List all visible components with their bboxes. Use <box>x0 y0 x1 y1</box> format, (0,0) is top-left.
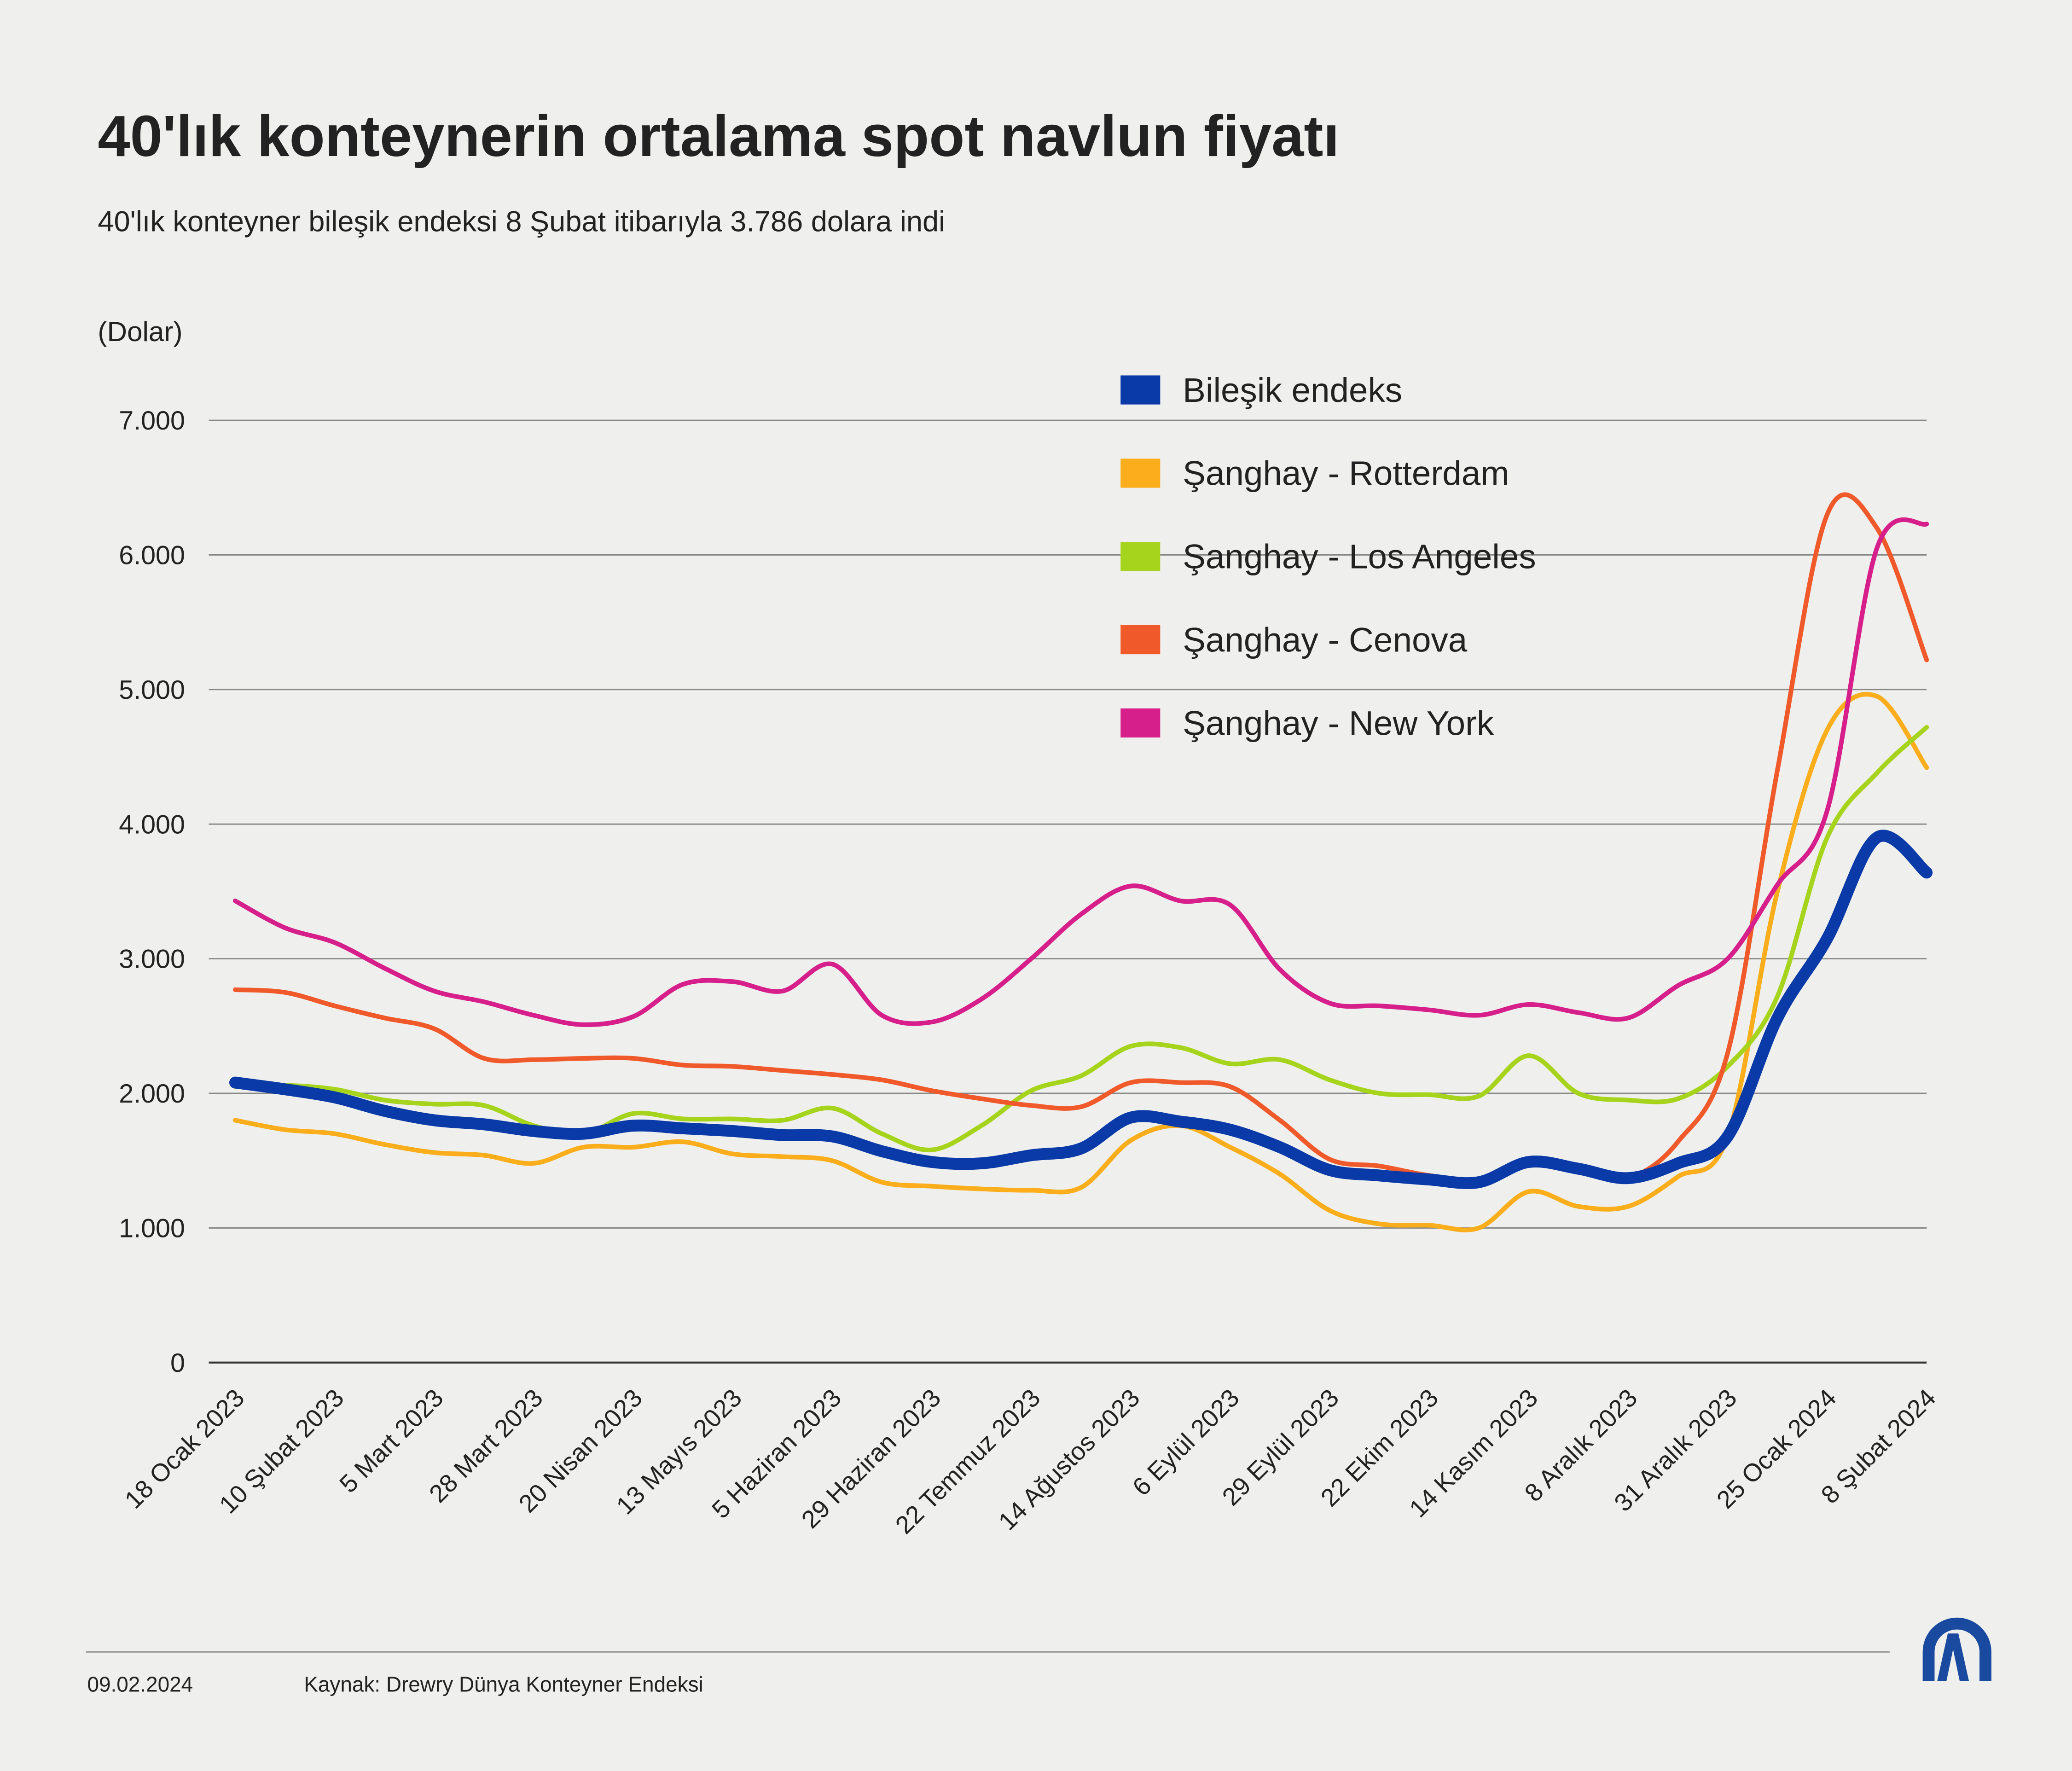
legend-label: Şanghay - New York <box>1183 703 1494 742</box>
series-line <box>232 517 1929 1027</box>
legend-label: Şanghay - Cenova <box>1183 620 1468 659</box>
y-tick-label: 1.000 <box>119 1214 185 1243</box>
y-axis-label: (Dolar) <box>98 316 182 347</box>
y-tick-label: 6.000 <box>119 541 185 570</box>
legend-label: Şanghay - Rotterdam <box>1183 454 1509 493</box>
legend-swatch <box>1120 708 1161 737</box>
legend-swatch <box>1120 542 1161 571</box>
series-line <box>232 492 1929 1183</box>
chart-subtitle: 40'lık konteyner bileşik endeksi 8 Şubat… <box>98 206 945 238</box>
logo <box>1922 1617 1991 1681</box>
series-line <box>229 830 1933 1189</box>
y-tick-label: 2.000 <box>119 1079 185 1109</box>
legend-label: Şanghay - Los Angeles <box>1183 537 1536 576</box>
y-tick-label: 0 <box>170 1348 185 1378</box>
y-tick-label: 5.000 <box>119 675 185 705</box>
footer-date: 09.02.2024 <box>87 1672 193 1696</box>
legend-label: Bileşik endeks <box>1183 371 1402 409</box>
footer-source: Kaynak: Drewry Dünya Konteyner Endeksi <box>304 1672 703 1696</box>
legend-swatch <box>1120 459 1161 488</box>
y-tick-label: 7.000 <box>119 406 185 435</box>
y-tick-label: 3.000 <box>119 945 185 974</box>
legend-swatch <box>1120 375 1161 405</box>
chart-title: 40'lık konteynerin ortalama spot navlun … <box>98 104 1339 168</box>
y-tick-label: 4.000 <box>119 810 185 839</box>
legend-swatch <box>1120 625 1161 655</box>
